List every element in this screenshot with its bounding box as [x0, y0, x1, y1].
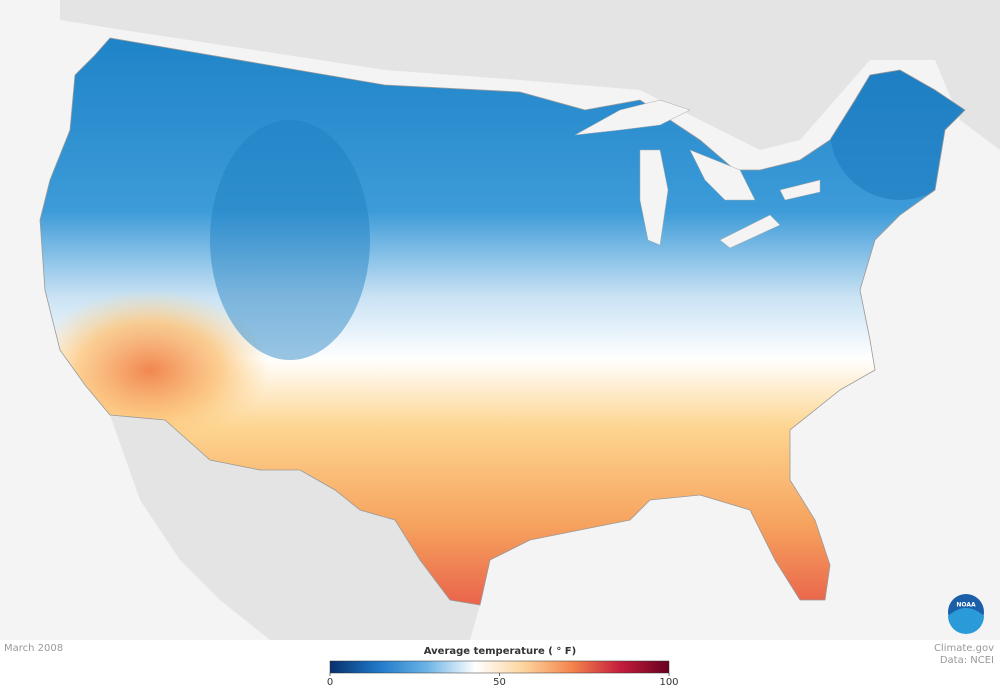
noaa-logo-text: NOAA — [956, 602, 976, 609]
date-label: March 2008 — [4, 643, 63, 654]
legend-title: Average temperature ( ° F) — [424, 646, 576, 657]
great-lakes — [574, 99, 821, 249]
credit-label: Climate.gov — [934, 643, 994, 654]
mexico — [110, 415, 480, 640]
source-label: Data: NCEI — [940, 655, 994, 666]
colorbar-tick-label: 100 — [659, 677, 678, 688]
canada — [60, 0, 1000, 150]
lake-superior — [574, 99, 691, 136]
noaa-logo-wave — [948, 608, 984, 634]
lake-michigan — [639, 149, 669, 246]
colorbar — [329, 660, 670, 674]
colorbar-tick-label: 50 — [493, 677, 506, 688]
lake-erie — [719, 214, 781, 249]
lake-huron — [689, 149, 756, 201]
rockies-cold — [210, 120, 370, 360]
lake-ontario — [779, 179, 821, 201]
colorbar-tick-label: 0 — [327, 677, 333, 688]
northeast-cold — [830, 60, 965, 200]
